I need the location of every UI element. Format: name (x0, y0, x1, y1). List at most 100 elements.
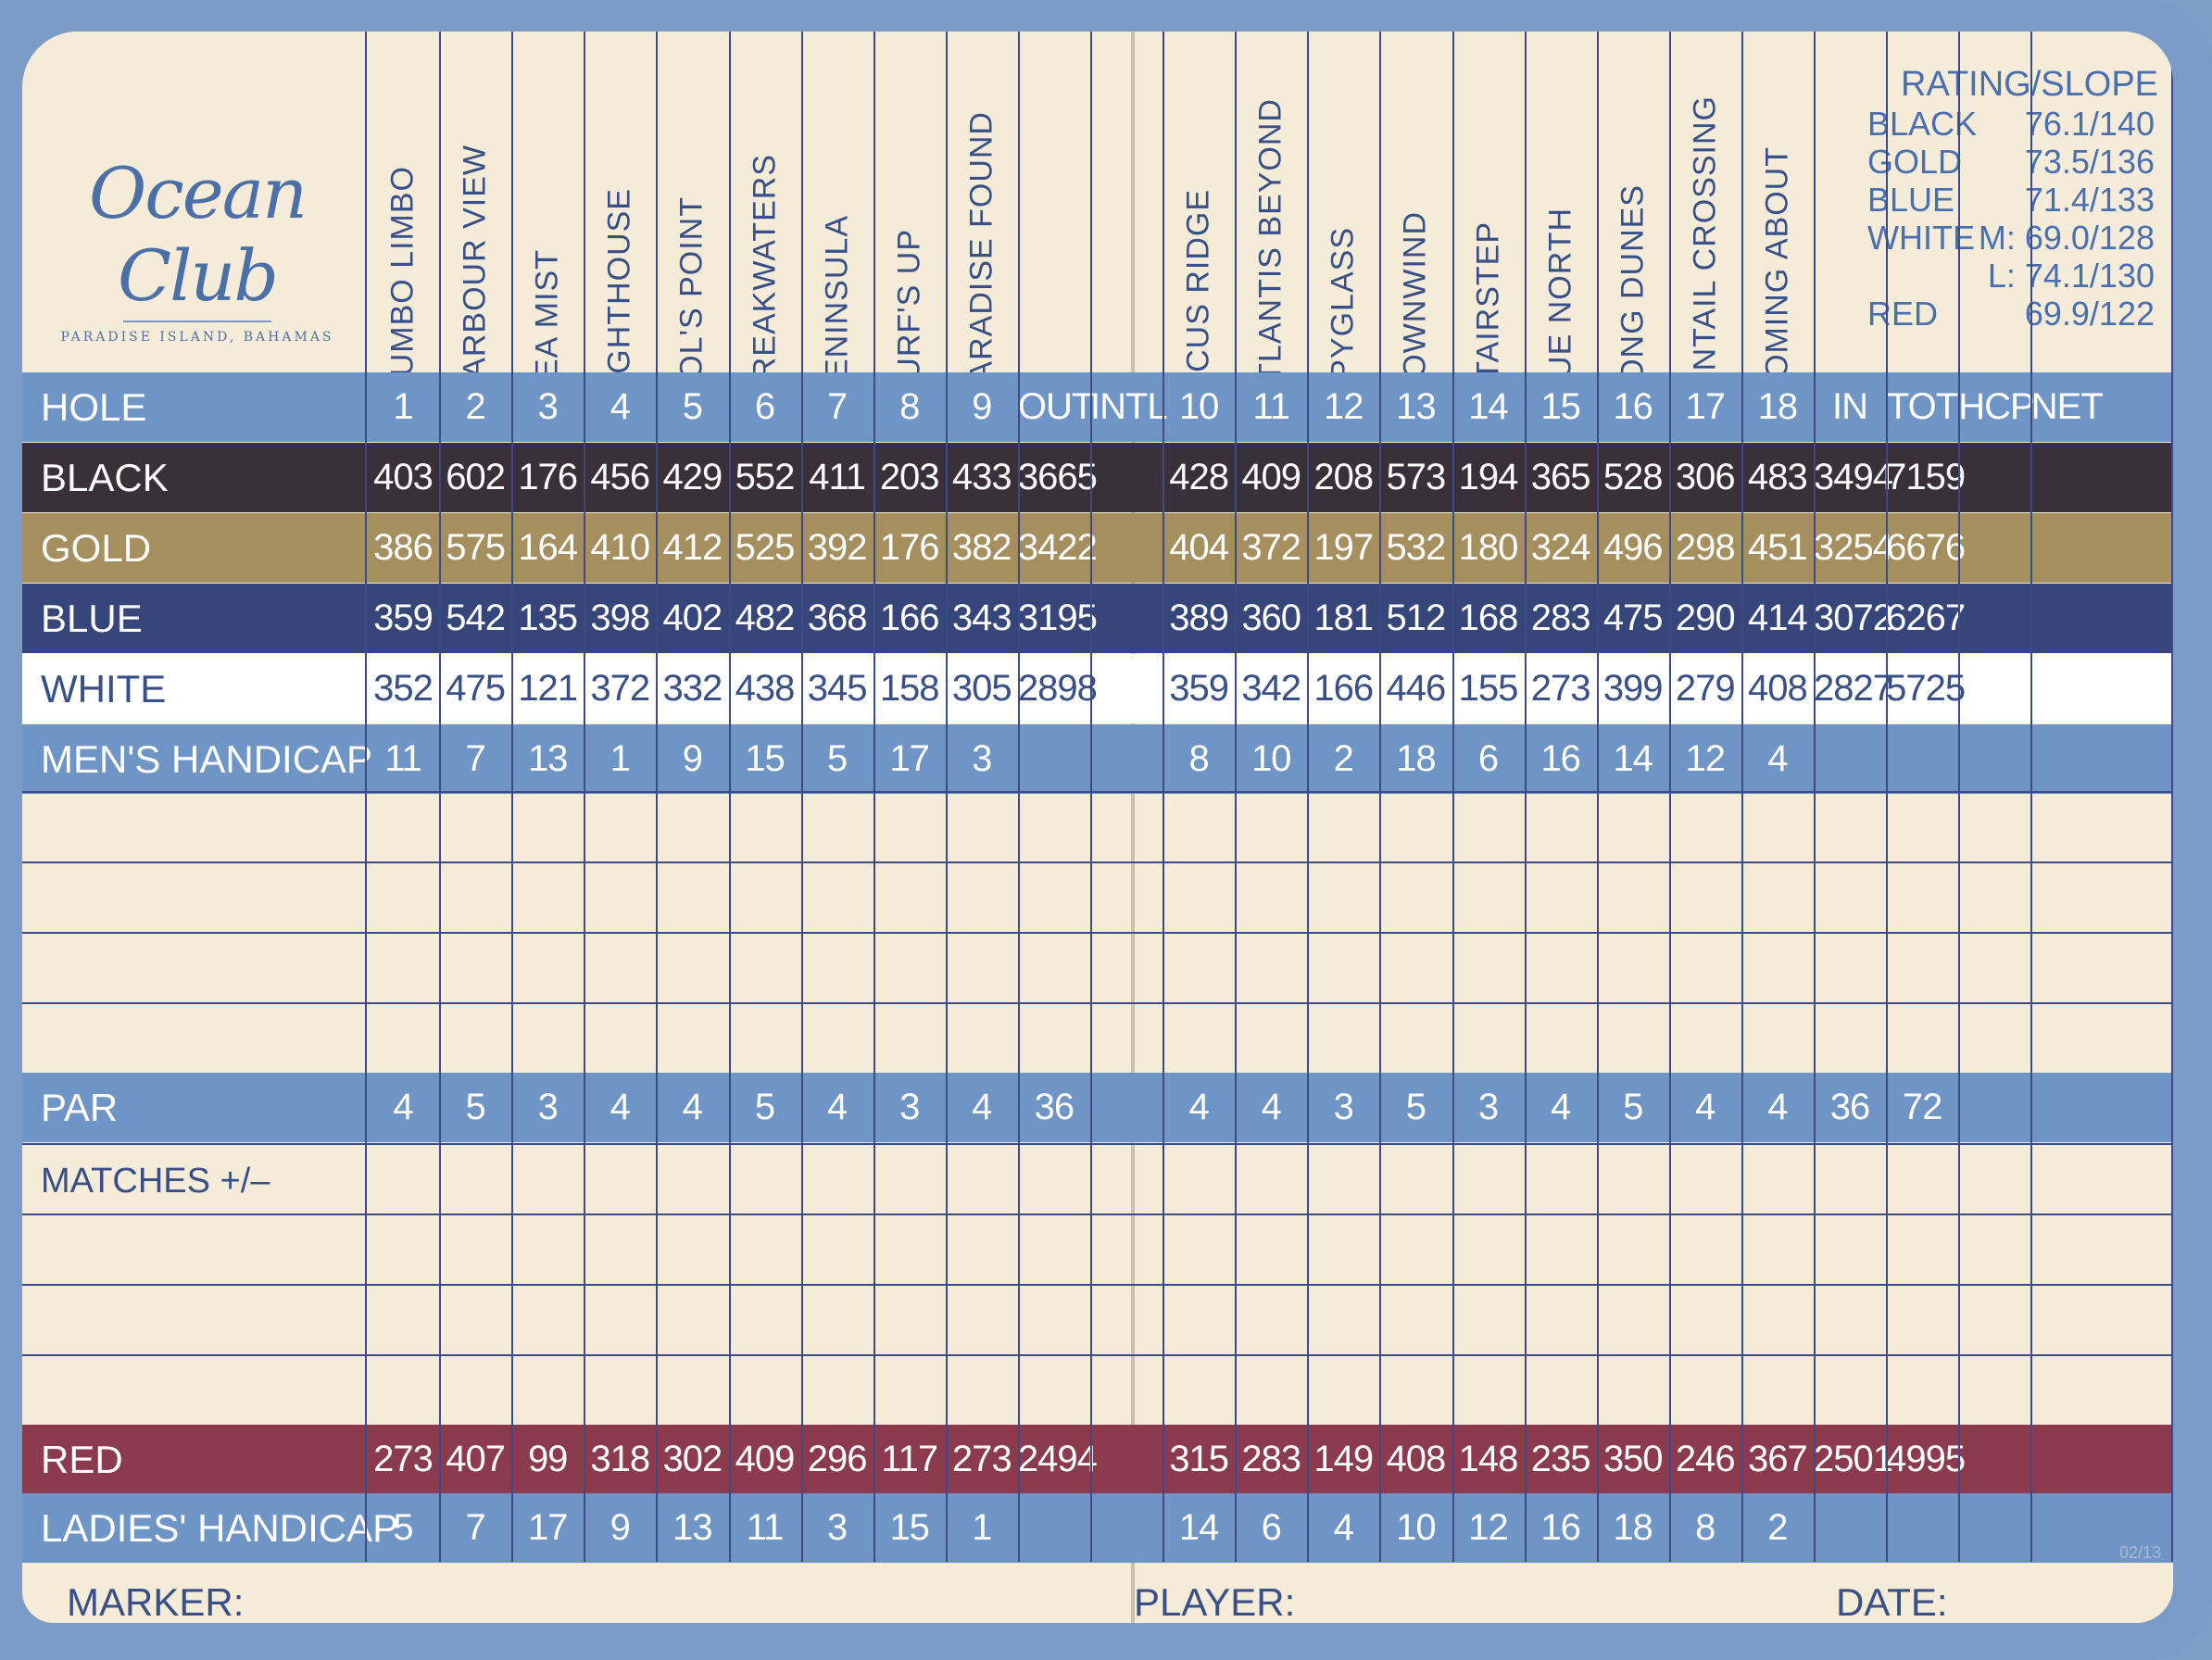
row-cell: 386 (373, 527, 434, 568)
row-cell: 17 (1685, 386, 1727, 427)
row-cell: 332 (662, 668, 723, 709)
row-cell: 365 (1530, 457, 1591, 497)
row-cell: 411 (809, 457, 866, 497)
row-cell: 3 (1333, 1087, 1354, 1127)
hole-name: LIGHTHOUSE (584, 69, 656, 402)
grid-column-line (1452, 31, 1454, 1562)
row-cell: 575 (446, 527, 506, 568)
player-label: PLAYER: (1134, 1580, 1296, 1623)
grid-column-line (439, 31, 442, 1562)
row-cell: 3 (899, 1087, 920, 1127)
grid-column-line (1017, 31, 1020, 1562)
hole-name: FICUS RIDGE (1163, 69, 1235, 402)
row-cell: 399 (1602, 668, 1664, 709)
row-cell: 5 (682, 386, 703, 427)
row-cell: OUT (1017, 386, 1094, 427)
row-cell: 318 (590, 1439, 650, 1479)
row-cell: 2 (1767, 1507, 1788, 1548)
row-cell: 512 (1386, 597, 1447, 638)
row-cell: HCP (1958, 386, 2034, 427)
row-cell: 6 (1477, 738, 1499, 779)
row-cell: 412 (662, 527, 723, 568)
grid-row-line (22, 1214, 2173, 1215)
row-cell: 4 (610, 386, 631, 427)
grid-column-line (1668, 31, 1671, 1562)
row-cell: 8 (1695, 1507, 1716, 1548)
row-cell: 324 (1530, 527, 1591, 568)
grid-column-line (728, 31, 731, 1562)
row-cell: 3072 (1814, 597, 1893, 638)
row-cell: 5725 (1886, 668, 1966, 709)
row-cell: 315 (1169, 1439, 1229, 1479)
rating-rows: BLACK 76.1/140 GOLD 73.5/136 BLUE 71.4/133 WHI… (1867, 105, 2155, 333)
rating-tee-label: BLACK (1867, 105, 1978, 143)
row-cell: 176 (879, 527, 940, 568)
row-red: RED 273 407 99 318 302 409 296 117 273 2494 315 283 1… (22, 1425, 2173, 1494)
row-cell: 409 (1241, 457, 1301, 497)
hole-name: COMING ABOUT (1741, 69, 1814, 402)
rating-value: 73.5/136 (2024, 143, 2155, 181)
row-cell: 181 (1313, 597, 1374, 638)
row-cell: 475 (1602, 597, 1664, 638)
row-cell: 573 (1386, 457, 1447, 497)
row-hole: HOLE 1 2 3 4 5 6 7 8 9 OUT INTL 10 11 12 13 14 15 16 17 18 IN… (22, 372, 2173, 442)
row-cell: 279 (1675, 668, 1736, 709)
hole-name: SEA MIST (511, 69, 584, 402)
row-cell: 451 (1748, 527, 1808, 568)
row-cell: 5 (754, 1087, 775, 1127)
row-cell: 408 (1386, 1439, 1447, 1479)
row-cell: 350 (1602, 1439, 1664, 1479)
row-cell: 372 (590, 668, 650, 709)
row-cell: 7 (826, 386, 848, 427)
row-cell: 9 (972, 386, 992, 427)
grid-column-line (1814, 31, 1816, 1562)
row-cell: 13 (527, 738, 569, 779)
grid-column-line (1379, 31, 1382, 1562)
row-cell: 7 (465, 1507, 485, 1548)
row-cell: 197 (1313, 527, 1374, 568)
hole-name-text: GUMBO LIMBO (384, 166, 421, 402)
row-cell: 10 (1396, 1507, 1437, 1548)
row-cell: 18 (1396, 738, 1437, 779)
hole-name: PINTAIL CROSSING (1669, 69, 1741, 403)
hole-name: GUMBO LIMBO (367, 69, 439, 402)
rating-slope-box: RATING/SLOPE BLACK 76.1/140 GOLD 73.5/136 BL… (1867, 65, 2159, 333)
row-cell: 2827 (1814, 668, 1893, 709)
row-cell: NET (2030, 386, 2104, 427)
row-cell: 11 (746, 1507, 785, 1548)
row-cell: 343 (951, 597, 1012, 638)
row-gold: GOLD 386 575 164 410 412 525 392 176 382 3422 404 37… (22, 513, 2173, 583)
row-cell: 552 (735, 457, 796, 497)
row-cell: TOT (1886, 386, 1958, 427)
row-cell: 3665 (1017, 457, 1098, 497)
row-cell: 149 (1313, 1439, 1374, 1479)
row-cell: 382 (951, 527, 1012, 568)
row-cell: 389 (1169, 597, 1229, 638)
row-cell: 273 (1530, 668, 1591, 709)
row-cell: 203 (879, 457, 940, 497)
row-cell: 408 (1748, 668, 1808, 709)
row-cell: 496 (1602, 527, 1664, 568)
row-cell: 14 (1178, 1507, 1220, 1548)
rating-title: RATING/SLOPE (1901, 65, 2159, 104)
row-cell: 10 (1178, 386, 1220, 427)
row-cell: 345 (807, 668, 868, 709)
grid-row-line (22, 791, 2173, 793)
row-cell: 36 (1034, 1087, 1075, 1127)
row-cell: 117 (881, 1439, 938, 1479)
hole-name-text: LIGHTHOUSE (601, 187, 637, 402)
row-cell: 4 (1550, 1087, 1571, 1127)
row-cell: 12 (1324, 386, 1364, 427)
row-cell: 13 (672, 1507, 713, 1548)
row-black: BLACK 403 602 176 456 429 552 411 203 433 3665 428 4… (22, 443, 2173, 512)
row-cell: 3 (972, 738, 992, 779)
hole-name-text: SOL'S POINT (673, 196, 710, 402)
grid-column-line (2171, 31, 2173, 1562)
grid-column-line (656, 31, 659, 1562)
hole-name: SURF'S UP (873, 69, 946, 402)
row-cell: 4 (1695, 1087, 1716, 1127)
row-cell: 5 (826, 738, 848, 779)
hole-name: DOWNWIND (1379, 69, 1452, 402)
row-label: BLACK (41, 456, 169, 499)
rating-tee-label: BLUE (1867, 181, 1955, 219)
